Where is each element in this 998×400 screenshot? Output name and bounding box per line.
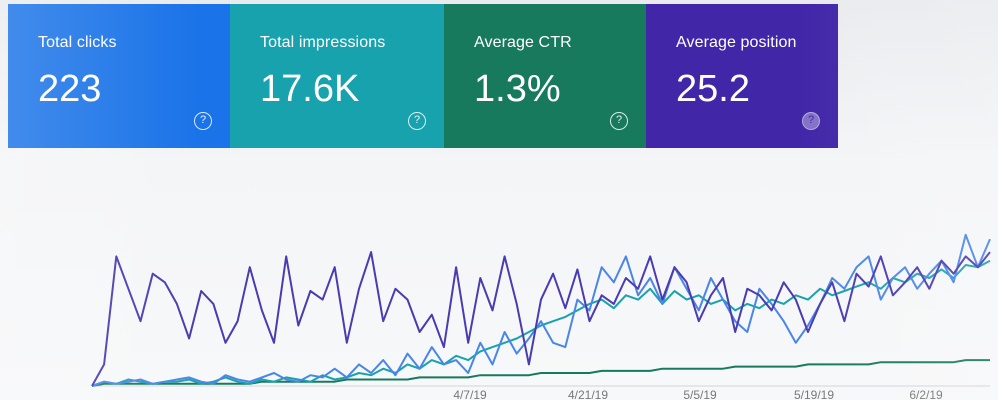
line-chart: 4/7/19 4/21/19 5/5/19 5/19/19 6/2/19 <box>91 233 991 400</box>
x-tick-label: 4/7/19 <box>453 388 487 400</box>
help-icon[interactable]: ? <box>194 112 212 130</box>
metric-value: 1.3% <box>474 68 561 110</box>
metric-label: Total impressions <box>260 34 386 51</box>
metric-label: Total clicks <box>38 34 117 51</box>
metric-label: Average CTR <box>474 34 572 51</box>
metric-label: Average position <box>676 34 797 51</box>
help-icon[interactable]: ? <box>610 112 628 130</box>
metric-value: 17.6K <box>260 68 360 110</box>
metric-card-total-clicks[interactable]: Total clicks 223 ? <box>8 4 230 148</box>
series-line-2[interactable] <box>91 259 991 387</box>
performance-chart: 4/7/19 4/21/19 5/5/19 5/19/19 6/2/19 <box>0 150 998 400</box>
series-line-3[interactable] <box>91 359 990 387</box>
metric-card-total-impressions[interactable]: Total impressions 17.6K ? <box>230 4 444 148</box>
metric-card-average-position[interactable]: Average position 25.2 ? <box>646 4 838 148</box>
help-icon[interactable]: ? <box>802 112 820 130</box>
metric-value: 25.2 <box>676 68 750 110</box>
x-tick-label: 5/19/19 <box>794 388 834 400</box>
x-tick-label: 4/21/19 <box>568 388 608 400</box>
series-line-1[interactable] <box>91 233 991 387</box>
x-tick-label: 6/2/19 <box>909 388 943 400</box>
metric-card-average-ctr[interactable]: Average CTR 1.3% ? <box>444 4 646 148</box>
help-icon[interactable]: ? <box>408 112 426 130</box>
x-tick-label: 5/5/19 <box>683 388 717 400</box>
metric-cards: Total clicks 223 ? Total impressions 17.… <box>8 4 838 148</box>
series-line-0[interactable] <box>91 251 991 387</box>
metric-value: 223 <box>38 68 102 110</box>
